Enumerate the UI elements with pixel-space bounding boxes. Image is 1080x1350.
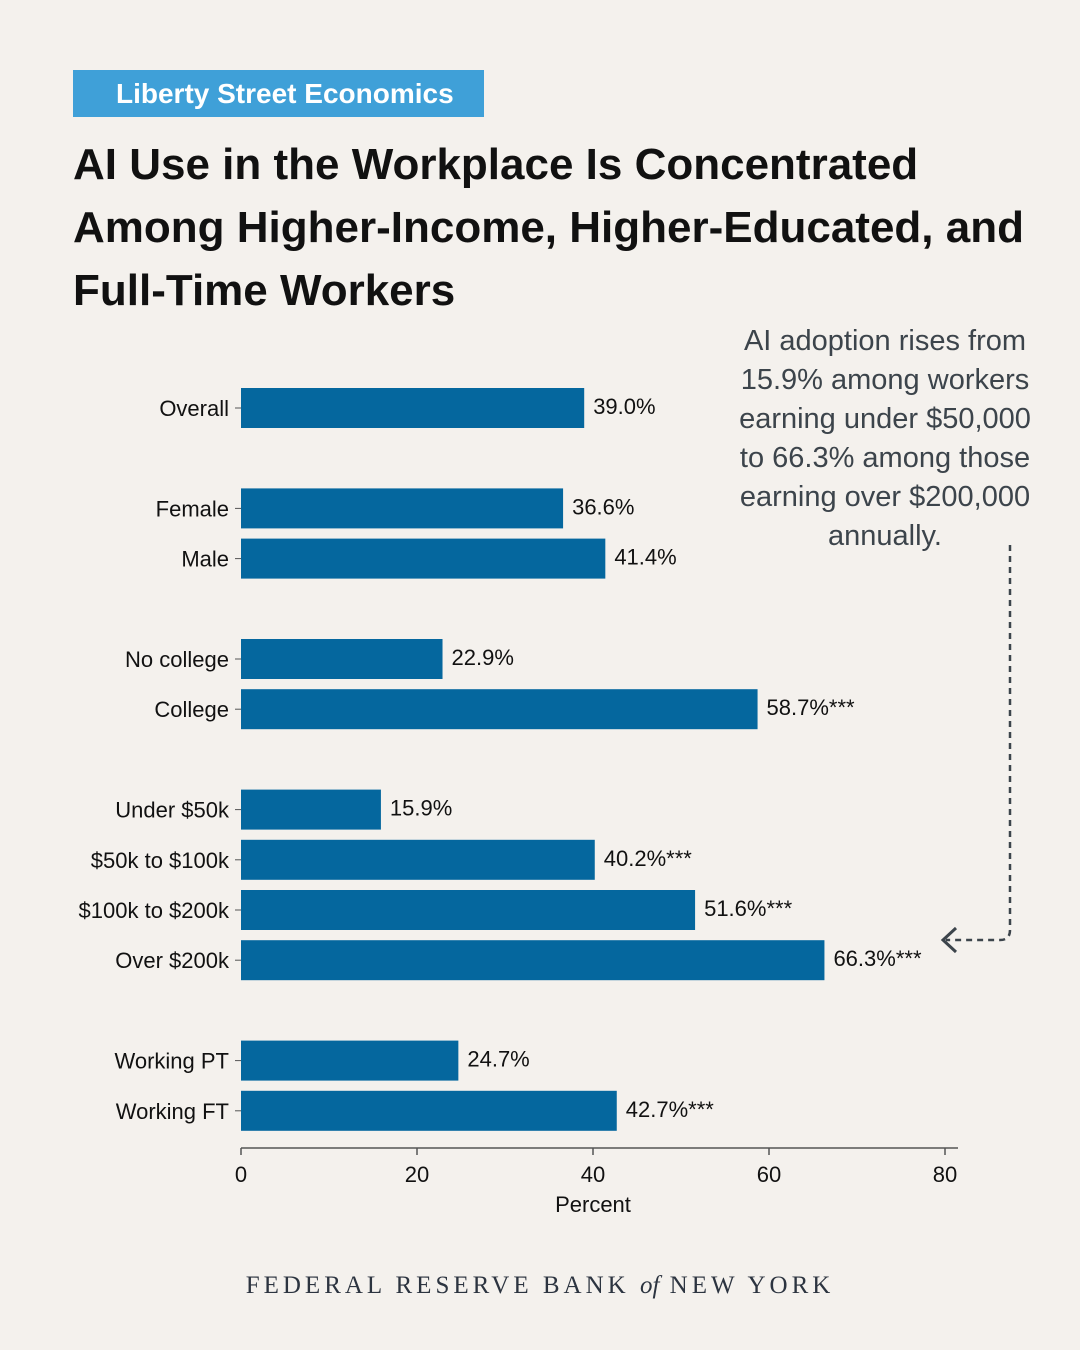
x-axis-title: Percent [555, 1192, 631, 1217]
annotation-arrowhead [940, 926, 958, 954]
category-label: $100k to $200k [79, 898, 230, 923]
footer-logo-before: FEDERAL RESERVE BANK [245, 1272, 630, 1299]
value-label: 36.6% [572, 494, 634, 519]
chart-annotation: AI adoption rises from 15.9% among worke… [739, 325, 1031, 552]
value-label: 22.9% [452, 645, 514, 670]
category-label: Male [181, 547, 229, 572]
bar [241, 1040, 459, 1081]
publication-badge: Liberty Street Economics [73, 70, 484, 117]
value-label: 15.9% [390, 796, 452, 821]
value-label: 66.3%*** [833, 946, 922, 971]
bar-chart: Overall 39.0% Female 36.6% Male 41.4% No colle… [79, 388, 1012, 1217]
category-label: College [154, 697, 229, 722]
footer-logo-of: of [639, 1272, 660, 1299]
chart-title: AI Use in the Workplace Is Concentrated … [73, 140, 1024, 315]
category-label: Working FT [116, 1099, 229, 1124]
category-label: Working PT [114, 1049, 229, 1074]
bar [241, 388, 585, 428]
x-tick-label: 80 [933, 1162, 957, 1187]
category-label: Female [156, 496, 229, 521]
footer-logo: FEDERAL RESERVE BANK of NEW YORK [0, 1272, 1080, 1300]
value-label: 40.2%*** [604, 846, 693, 871]
bar [241, 1090, 617, 1131]
bar [241, 689, 758, 730]
value-label: 58.7%*** [767, 695, 856, 720]
category-label: Overall [159, 396, 229, 421]
x-tick-label: 0 [235, 1162, 247, 1187]
bar [241, 488, 564, 529]
x-tick-label: 20 [405, 1162, 429, 1187]
annotation-arrow [946, 545, 1012, 942]
category-label: Over $200k [115, 948, 230, 973]
x-tick-label: 40 [581, 1162, 605, 1187]
bar [241, 890, 696, 930]
category-label: Under $50k [115, 798, 230, 823]
value-label: 24.7% [467, 1047, 529, 1072]
category-label: No college [125, 647, 229, 672]
bar [241, 839, 595, 880]
x-tick-label: 60 [757, 1162, 781, 1187]
bars-layer: Overall 39.0% Female 36.6% Male 41.4% No colle… [79, 388, 922, 1131]
value-label: 41.4% [614, 545, 676, 570]
value-label: 42.7%*** [626, 1097, 715, 1122]
category-label: $50k to $100k [91, 848, 230, 873]
bar [241, 538, 606, 579]
footer-logo-after: NEW YORK [669, 1272, 835, 1299]
x-axis: 0 20 40 60 80 Percent [235, 1147, 958, 1217]
bar [241, 789, 381, 830]
bar [241, 639, 443, 679]
value-label: 39.0% [593, 394, 655, 419]
bar [241, 940, 825, 981]
value-label: 51.6%*** [704, 896, 793, 921]
